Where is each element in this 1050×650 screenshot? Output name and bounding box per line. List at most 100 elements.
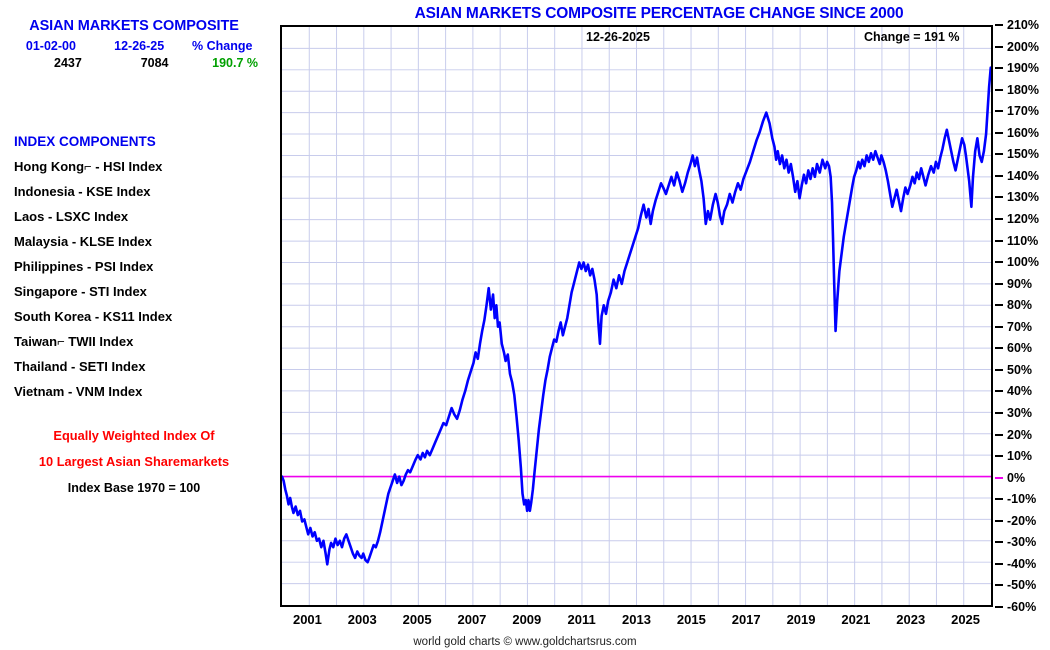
index-component-item: Vietnam - VNM Index <box>14 384 143 399</box>
x-tick-label: 2011 <box>567 612 596 627</box>
note-line-2: 10 Largest Asian Sharemarkets <box>38 454 230 469</box>
y-axis: 210% 200% 190% 180% 170% 160% 150% 140% 130% 120%… <box>995 18 1050 614</box>
index-component-item: South Korea - KS11 Index <box>14 309 173 324</box>
y-tick-label: 20% <box>1007 427 1033 442</box>
y-tick-label: 170% <box>1007 104 1039 119</box>
summary-table: 01-02-00 12-26-25 % Change 2437 7084 190… <box>6 38 262 71</box>
y-tick-mark <box>995 196 1003 199</box>
y-tick-mark <box>995 476 1003 479</box>
index-component-item: Hong Kong⌐ - HSI Index <box>14 159 163 174</box>
y-tick-label: 10% <box>1007 449 1033 464</box>
plot-area: 12-26-2025 Change = 191 % <box>280 25 993 607</box>
x-tick-label: 2015 <box>676 612 706 627</box>
y-tick-label: 110% <box>1007 233 1039 248</box>
index-component-item: Malaysia - KLSE Index <box>14 234 152 249</box>
y-tick-label: 200% <box>1007 39 1039 54</box>
y-tick-label: 190% <box>1007 61 1039 76</box>
x-tick-label: 2009 <box>512 612 542 627</box>
y-tick-label: 100% <box>1007 255 1039 270</box>
y-tick-mark <box>995 261 1003 264</box>
y-tick-mark <box>995 218 1003 220</box>
footer-attribution: world gold charts © www.goldchartsrus.co… <box>413 636 637 648</box>
y-tick-mark <box>995 562 1003 565</box>
y-tick-label: -50% <box>1007 578 1037 593</box>
y-tick-label: -20% <box>1007 513 1037 528</box>
y-tick-mark <box>995 239 1003 242</box>
y-tick-mark <box>995 390 1003 393</box>
summary-value-row: 2437 7084 190.7 % <box>6 55 262 71</box>
chart-plot-svg <box>282 27 991 605</box>
summary-title: ASIAN MARKETS COMPOSITE <box>29 18 239 34</box>
y-tick-label: -30% <box>1007 535 1037 550</box>
y-tick-mark <box>995 67 1003 70</box>
left-info-panel: ASIAN MARKETS COMPOSITE 01-02-00 12-26-2… <box>0 0 268 650</box>
index-component-item: Singapore - STI Index <box>14 284 147 299</box>
y-tick-label: -60% <box>1007 600 1037 614</box>
index-component-item: Laos - LSXC Index <box>14 209 129 224</box>
index-components-title: INDEX COMPONENTS <box>14 134 156 149</box>
y-tick-mark <box>995 110 1003 113</box>
x-tick-label: 2007 <box>457 612 487 627</box>
y-tick-label: 30% <box>1007 406 1033 420</box>
x-tick-label: 2023 <box>896 612 926 627</box>
summary-header-pct-change: % Change <box>192 39 253 53</box>
x-axis: 2001 2003 2005 2007 2009 2011 2013 2015 2017 2019… <box>280 612 993 636</box>
y-tick-label: 140% <box>1007 168 1039 183</box>
x-tick-label: 2019 <box>786 612 816 627</box>
y-tick-mark <box>995 498 1003 501</box>
index-component-item: Philippines - PSI Index <box>14 259 154 274</box>
as-of-date-label: 12-26-2025 <box>586 30 650 44</box>
summary-header-row: 01-02-00 12-26-25 % Change <box>6 38 262 55</box>
y-tick-mark <box>995 153 1003 156</box>
total-change-label: Change = 191 % <box>864 30 960 44</box>
y-tick-label: 70% <box>1007 319 1033 334</box>
y-tick-mark <box>995 541 1003 544</box>
y-tick-label: 90% <box>1007 276 1033 291</box>
x-tick-label: 2003 <box>347 612 377 627</box>
y-tick-label: 130% <box>1007 190 1039 205</box>
y-tick-label: -10% <box>1007 492 1037 507</box>
x-tick-label: 2017 <box>731 612 761 627</box>
y-tick-mark <box>995 347 1003 350</box>
chart-title: ASIAN MARKETS COMPOSITE PERCENTAGE CHANG… <box>414 5 904 22</box>
y-tick-label: 80% <box>1007 298 1033 313</box>
y-gridlines <box>282 47 991 585</box>
y-tick-mark <box>995 455 1003 458</box>
y-tick-mark <box>995 282 1003 285</box>
note-line-3: Index Base 1970 = 100 <box>67 481 201 495</box>
summary-header-start-date: 01-02-00 <box>25 39 76 53</box>
y-tick-mark <box>995 325 1003 328</box>
y-tick-mark <box>995 606 1003 608</box>
summary-value-pct-change: 190.7 % <box>212 56 258 70</box>
x-tick-label: 2021 <box>841 612 871 627</box>
summary-value-end: 7084 <box>140 56 169 70</box>
y-tick-label: 50% <box>1007 362 1033 377</box>
index-components-list: Hong Kong⌐ - HSI Index Indonesia - KSE In… <box>14 154 172 404</box>
composite-index-line <box>282 66 991 566</box>
y-tick-label: 40% <box>1007 384 1033 399</box>
y-tick-mark <box>995 304 1003 307</box>
y-tick-mark <box>995 45 1003 48</box>
y-tick-mark <box>995 433 1003 436</box>
y-tick-label: 210% <box>1007 18 1039 32</box>
y-tick-label: 150% <box>1007 147 1039 162</box>
y-tick-mark <box>995 412 1003 414</box>
x-tick-label: 2013 <box>622 612 651 627</box>
x-tick-label: 2001 <box>292 612 322 627</box>
summary-header-end-date: 12-26-25 <box>114 39 165 53</box>
y-tick-mark <box>995 88 1003 91</box>
index-component-item: Thailand - SETI Index <box>14 359 146 374</box>
y-tick-mark <box>995 174 1003 177</box>
x-tick-label: 2005 <box>402 612 432 627</box>
x-tick-label: 2025 <box>951 612 981 627</box>
y-tick-mark <box>995 131 1003 134</box>
y-tick-mark <box>995 24 1003 26</box>
y-tick-label: 0% <box>1007 470 1026 485</box>
y-tick-mark <box>995 519 1003 522</box>
y-tick-label: 160% <box>1007 125 1039 140</box>
y-tick-mark <box>995 368 1003 371</box>
y-tick-label: 180% <box>1007 82 1039 97</box>
index-component-item: Indonesia - KSE Index <box>14 184 151 199</box>
index-component-item: Taiwan⌐ TWII Index <box>14 334 134 349</box>
y-tick-label: -40% <box>1007 556 1037 571</box>
